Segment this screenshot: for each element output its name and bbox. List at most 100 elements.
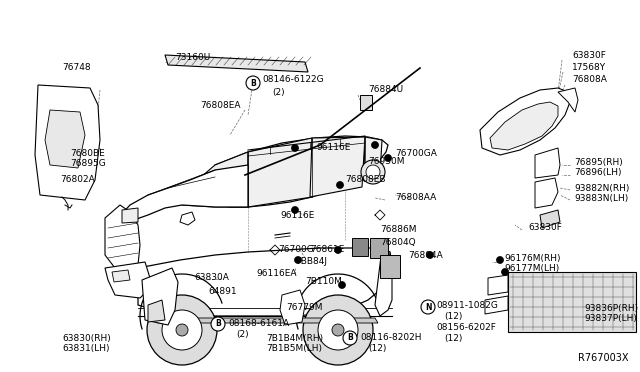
Text: 63830A: 63830A <box>194 273 229 282</box>
Text: 08146-6122G: 08146-6122G <box>262 76 324 84</box>
Text: 96176M(RH): 96176M(RH) <box>504 253 561 263</box>
Polygon shape <box>112 270 130 282</box>
Text: B: B <box>347 334 353 343</box>
Polygon shape <box>105 262 150 298</box>
Circle shape <box>502 269 509 276</box>
Text: 63830(RH): 63830(RH) <box>62 334 111 343</box>
Polygon shape <box>535 178 558 208</box>
Text: 08168-6161A: 08168-6161A <box>228 318 289 327</box>
Polygon shape <box>540 210 560 228</box>
Text: 08911-1082G: 08911-1082G <box>436 301 498 311</box>
Polygon shape <box>310 137 365 197</box>
Circle shape <box>339 282 346 289</box>
Text: (2): (2) <box>272 87 285 96</box>
Circle shape <box>366 165 380 179</box>
Circle shape <box>294 257 301 263</box>
Circle shape <box>176 324 188 336</box>
Text: B: B <box>250 78 256 87</box>
Polygon shape <box>45 110 85 168</box>
Polygon shape <box>165 55 308 72</box>
Polygon shape <box>380 255 400 278</box>
Circle shape <box>246 76 260 90</box>
Polygon shape <box>122 208 138 223</box>
Text: 7680BE: 7680BE <box>70 148 105 157</box>
Circle shape <box>303 295 373 365</box>
Text: 7B110M: 7B110M <box>305 278 342 286</box>
Circle shape <box>385 154 392 161</box>
Circle shape <box>162 310 202 350</box>
Text: R767003X: R767003X <box>578 353 628 363</box>
Polygon shape <box>105 205 140 275</box>
Text: 7B1B4M(RH): 7B1B4M(RH) <box>266 334 323 343</box>
Text: 96116E: 96116E <box>316 144 350 153</box>
Circle shape <box>291 144 298 151</box>
Text: 76779M: 76779M <box>286 304 323 312</box>
Polygon shape <box>360 95 372 110</box>
Text: 08116-8202H: 08116-8202H <box>360 333 422 341</box>
Polygon shape <box>558 88 578 112</box>
Text: 63830F: 63830F <box>572 51 606 60</box>
Circle shape <box>332 324 344 336</box>
Text: 76804A: 76804A <box>408 250 443 260</box>
Text: 17568Y: 17568Y <box>572 64 606 73</box>
Polygon shape <box>280 290 305 325</box>
Text: 63831(LH): 63831(LH) <box>62 343 109 353</box>
Text: 76700G: 76700G <box>278 246 314 254</box>
Circle shape <box>337 182 344 189</box>
Polygon shape <box>485 296 508 314</box>
Text: 93837P(LH): 93837P(LH) <box>584 314 637 323</box>
Text: 96116EA: 96116EA <box>256 269 296 279</box>
Text: 7B1B5M(LH): 7B1B5M(LH) <box>266 343 322 353</box>
Text: (12): (12) <box>368 343 387 353</box>
Circle shape <box>421 300 435 314</box>
Polygon shape <box>535 148 560 178</box>
Text: 76804Q: 76804Q <box>380 237 415 247</box>
Circle shape <box>318 310 358 350</box>
Text: 93883N(LH): 93883N(LH) <box>574 193 628 202</box>
Polygon shape <box>488 275 508 295</box>
Text: 63830F: 63830F <box>528 224 562 232</box>
Circle shape <box>361 160 385 184</box>
Circle shape <box>335 247 342 253</box>
Polygon shape <box>370 238 388 258</box>
Text: 76884U: 76884U <box>368 86 403 94</box>
Text: 96116E: 96116E <box>280 211 314 219</box>
Polygon shape <box>215 136 388 207</box>
Circle shape <box>371 141 378 148</box>
Text: B: B <box>215 320 221 328</box>
Circle shape <box>291 206 298 214</box>
Circle shape <box>343 331 357 345</box>
Text: 76896(LH): 76896(LH) <box>574 169 621 177</box>
Text: 76808A: 76808A <box>572 76 607 84</box>
Polygon shape <box>148 300 165 322</box>
Polygon shape <box>508 272 636 332</box>
Polygon shape <box>375 248 392 316</box>
Text: 76802A: 76802A <box>60 176 95 185</box>
Polygon shape <box>352 238 368 256</box>
Text: (12): (12) <box>444 312 462 321</box>
Polygon shape <box>480 88 570 155</box>
Text: 76808EA: 76808EA <box>200 100 241 109</box>
Text: N: N <box>425 302 431 311</box>
Circle shape <box>497 257 504 263</box>
Polygon shape <box>490 102 558 150</box>
Text: 96177M(LH): 96177M(LH) <box>504 263 559 273</box>
Text: 76861E: 76861E <box>310 246 344 254</box>
Text: 73160U: 73160U <box>175 54 211 62</box>
Text: 93882N(RH): 93882N(RH) <box>574 183 629 192</box>
Polygon shape <box>180 152 248 207</box>
Text: 76930M: 76930M <box>368 157 404 167</box>
Text: 76700GA: 76700GA <box>395 150 437 158</box>
Text: (12): (12) <box>444 334 462 343</box>
Polygon shape <box>112 165 248 230</box>
Text: 76748: 76748 <box>62 64 91 73</box>
Circle shape <box>426 251 433 259</box>
Text: 76895G: 76895G <box>70 158 106 167</box>
Text: 7BB84J: 7BB84J <box>295 257 327 266</box>
Text: 64891: 64891 <box>208 288 237 296</box>
Polygon shape <box>180 212 195 225</box>
Text: 76808AA: 76808AA <box>395 192 436 202</box>
Circle shape <box>211 317 225 331</box>
Text: (2): (2) <box>236 330 248 339</box>
Text: 08156-6202F: 08156-6202F <box>436 323 496 331</box>
